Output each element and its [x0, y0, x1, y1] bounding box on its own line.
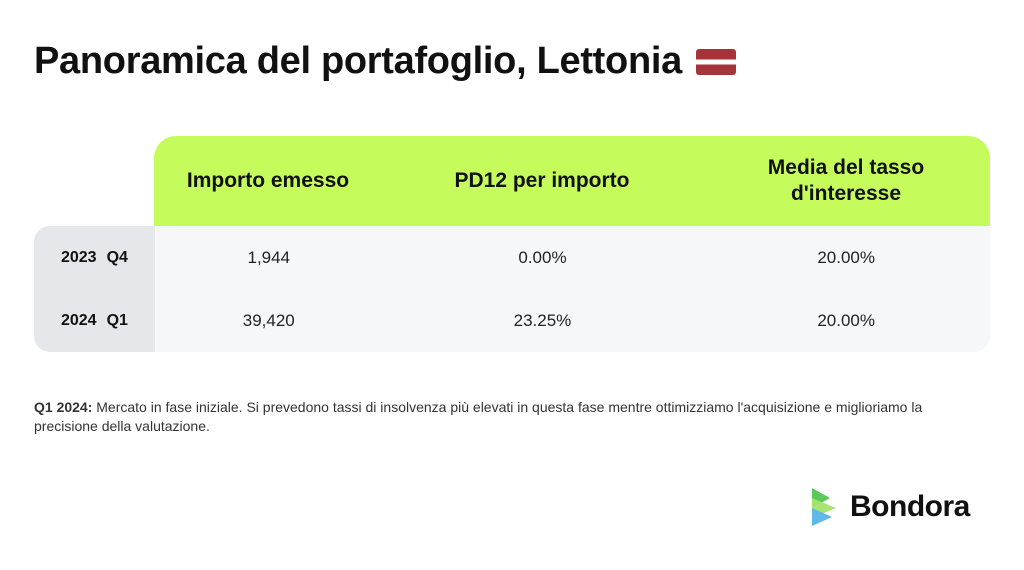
- cell-media-tasso: 20.00%: [817, 247, 875, 267]
- row-quarter: Q4: [106, 248, 128, 266]
- cell-pd12: 23.25%: [513, 310, 572, 330]
- latvia-flag-icon: [695, 48, 736, 75]
- table-row: 2024 Q1 39,420 23.25% 20.00%: [34, 289, 990, 352]
- footnote: Q1 2024: Mercato in fase iniziale. Si pr…: [34, 398, 974, 436]
- header-pd12: PD12 per importo: [454, 169, 630, 192]
- page-title: Panoramica del portafoglio, Lettonia: [34, 40, 736, 83]
- row-period-label: 2023 Q4: [34, 249, 155, 267]
- portfolio-table: Importo emesso PD12 per importo Media de…: [34, 136, 990, 352]
- table-row: 2023 Q4 1,944 0.00% 20.00%: [34, 226, 990, 289]
- cell-importo-emesso: 1,944: [247, 247, 291, 267]
- header-importo-emesso: Importo emesso: [186, 169, 350, 192]
- cell-media-tasso: 20.00%: [817, 310, 875, 330]
- bondora-logo-icon: [812, 488, 836, 526]
- table-body: [155, 226, 990, 352]
- row-year: 2024: [60, 311, 97, 329]
- header-media-tasso: Media del tasso d'interesse: [767, 156, 925, 205]
- cell-importo-emesso: 39,420: [242, 310, 295, 330]
- brand-logo: Bondora: [810, 486, 970, 528]
- row-quarter: Q1: [106, 311, 128, 329]
- title-text: Panoramica del portafoglio, Lettonia: [34, 40, 682, 82]
- row-label-column: [34, 226, 155, 352]
- cell-pd12: 0.00%: [518, 247, 567, 267]
- row-year: 2023: [60, 248, 97, 266]
- footnote-text: Mercato in fase iniziale. Si prevedono t…: [34, 399, 923, 434]
- row-period-label: 2024 Q1: [34, 312, 155, 330]
- footnote-label: Q1 2024:: [34, 399, 93, 415]
- table-header: Importo emesso PD12 per importo Media de…: [154, 136, 990, 226]
- logo-text: Bondora: [850, 490, 970, 523]
